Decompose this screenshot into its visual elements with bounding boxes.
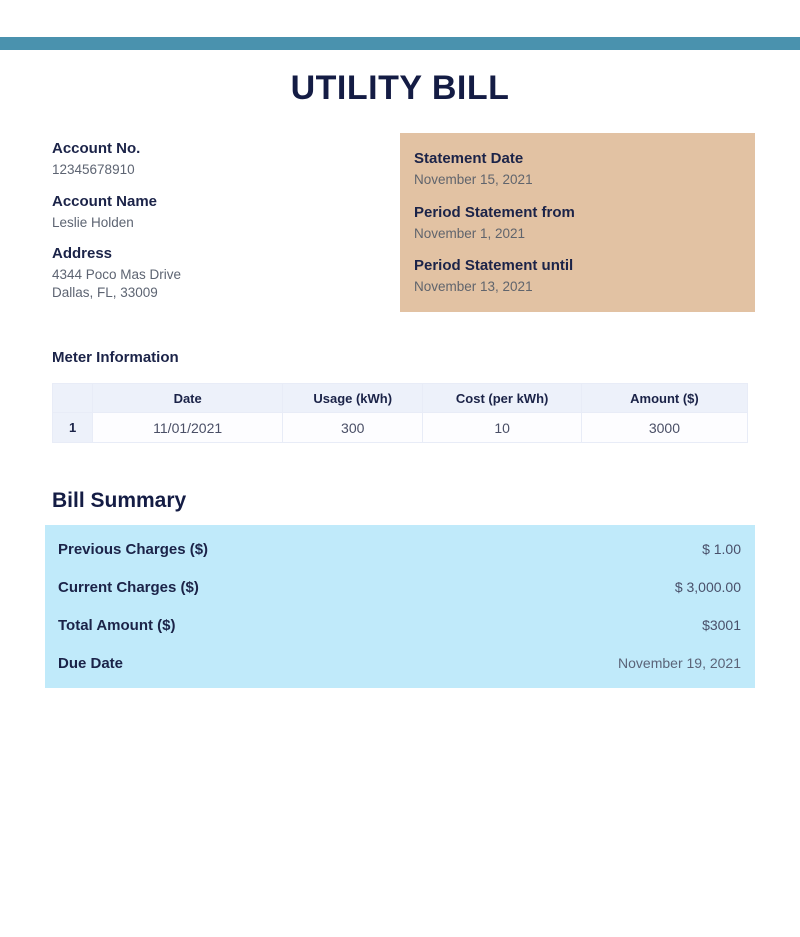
meter-information-section: Meter Information Date Usage (kWh) Cost … — [0, 349, 800, 444]
meter-table: Date Usage (kWh) Cost (per kWh) Amount (… — [51, 383, 749, 444]
account-number-value: 12345678910 — [52, 162, 135, 177]
meter-row-amount-cell: 3000 — [580, 412, 749, 444]
account-name-label: Account Name — [52, 192, 158, 210]
header-accent-stripe — [0, 37, 800, 50]
address-field: Address 4344 Poco Mas Drive Dallas, FL, … — [52, 245, 400, 301]
meter-col-amount-header: Amount ($) — [580, 383, 749, 414]
address-label: Address — [52, 245, 113, 263]
statement-date-field: Statement Date November 15, 2021 — [414, 150, 741, 189]
current-charges-row: Current Charges ($) $ 3,000.00 — [45, 568, 755, 606]
account-number-field: Account No. 12345678910 — [52, 140, 400, 179]
statement-date-label: Statement Date — [414, 150, 524, 167]
bill-summary-box: Previous Charges ($) $ 1.00 Current Char… — [45, 525, 755, 689]
previous-charges-label: Previous Charges ($) — [58, 540, 209, 558]
meter-table-row: 1 11/01/2021 300 10 3000 — [51, 412, 749, 444]
meter-table-header-row: Date Usage (kWh) Cost (per kWh) Amount (… — [51, 383, 749, 414]
statement-date-value: November 15, 2021 — [414, 172, 533, 187]
meter-row-cost-cell: 10 — [422, 412, 582, 444]
current-charges-value: $ 3,000.00 — [674, 579, 741, 596]
period-until-label: Period Statement until — [414, 257, 574, 275]
due-date-label: Due Date — [58, 654, 124, 672]
bill-summary-section: Bill Summary Previous Charges ($) $ 1.00… — [0, 489, 800, 689]
account-info: Account No. 12345678910 Account Name Les… — [52, 133, 400, 315]
period-from-label: Period Statement from — [414, 203, 575, 221]
statement-dates-box: Statement Date November 15, 2021 Period … — [400, 133, 755, 312]
bill-summary-heading: Bill Summary — [52, 489, 187, 513]
current-charges-label: Current Charges ($) — [58, 578, 199, 596]
period-from-field: Period Statement from November 1, 2021 — [414, 204, 741, 243]
due-date-row: Due Date November 19, 2021 — [45, 644, 755, 682]
meter-row-index-cell: 1 — [51, 412, 94, 444]
address-value: 4344 Poco Mas Drive Dallas, FL, 33009 — [52, 266, 400, 301]
account-name-value: Leslie Holden — [52, 214, 134, 230]
address-line-2: Dallas, FL, 33009 — [52, 284, 158, 300]
meter-row-date-cell: 11/01/2021 — [92, 412, 284, 444]
meter-information-heading: Meter Information — [52, 349, 179, 367]
meter-col-usage-header: Usage (kWh) — [282, 383, 424, 414]
meter-col-cost-header: Cost (per kWh) — [422, 383, 582, 414]
account-and-statement-section: Account No. 12345678910 Account Name Les… — [0, 133, 800, 315]
due-date-value: November 19, 2021 — [618, 655, 741, 672]
total-amount-row: Total Amount ($) $3001 — [45, 606, 755, 644]
meter-col-date-header: Date — [92, 383, 284, 414]
total-amount-value: $3001 — [702, 617, 741, 634]
address-line-1: 4344 Poco Mas Drive — [52, 267, 182, 283]
period-until-field: Period Statement until November 13, 2021 — [414, 257, 741, 296]
meter-row-usage-cell: 300 — [282, 412, 424, 444]
period-until-value: November 13, 2021 — [414, 279, 533, 295]
period-from-value: November 1, 2021 — [414, 225, 526, 241]
previous-charges-row: Previous Charges ($) $ 1.00 — [45, 530, 755, 568]
total-amount-label: Total Amount ($) — [58, 616, 176, 634]
meter-col-index-header — [51, 383, 94, 414]
previous-charges-value: $ 1.00 — [702, 541, 741, 558]
account-number-label: Account No. — [52, 140, 141, 157]
account-name-field: Account Name Leslie Holden — [52, 193, 400, 232]
page-title: UTILITY BILL — [290, 69, 510, 107]
